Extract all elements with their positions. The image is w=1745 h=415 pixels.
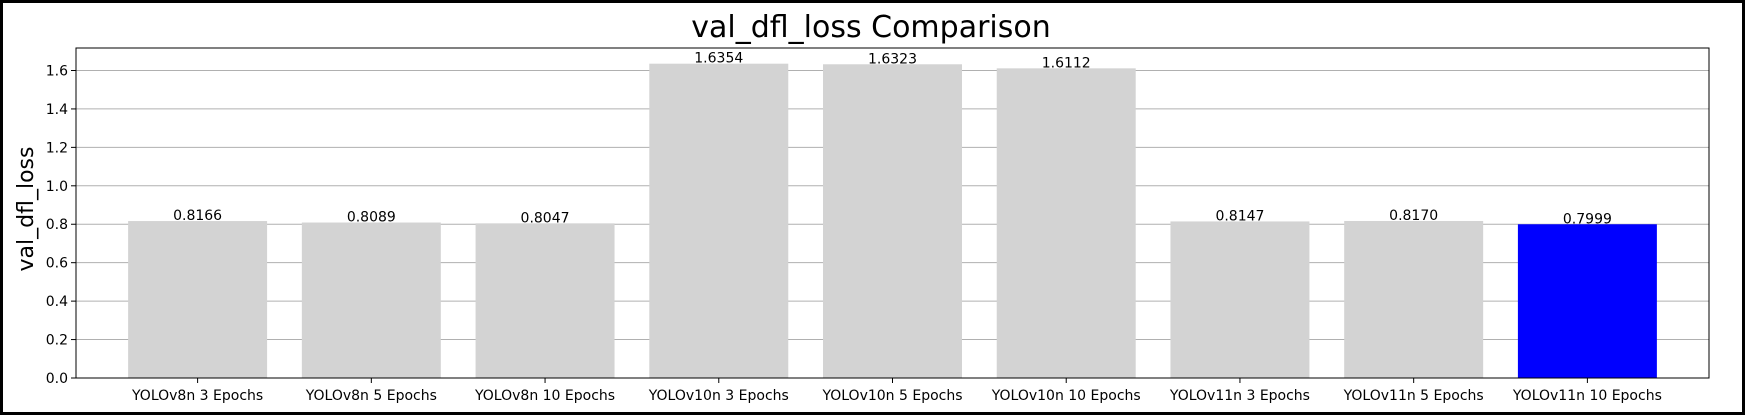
- bar: [1517, 224, 1657, 378]
- y-tick-label: 0.0: [46, 371, 68, 387]
- y-tick-label: 0.6: [46, 256, 68, 272]
- bar: [1344, 220, 1484, 378]
- chart-title: val_dfl_loss Comparison: [691, 10, 1051, 45]
- bar: [301, 222, 441, 378]
- bar-chart: val_dfl_loss Comparison val_dfl_loss 0.0…: [14, 10, 1710, 404]
- x-axis-ticks: YOLOv8n 3 Epochs YOLOv8n 5 Epochs YOLOv8n …: [131, 378, 1662, 404]
- x-tick-label: YOLOv8n 5 Epochs: [305, 388, 437, 404]
- bar-value-labels: 0.8166 0.8089 0.8047 1.6354 1.6323 1.6112 0.81…: [173, 51, 1612, 228]
- bar-value-label: 0.8047: [521, 210, 570, 226]
- y-tick-label: 1.4: [46, 102, 68, 118]
- y-tick-label: 1.2: [46, 140, 68, 156]
- bar-value-label: 0.8089: [347, 210, 396, 226]
- y-tick-label: 0.8: [46, 217, 68, 233]
- x-tick-label: YOLOv10n 5 Epochs: [821, 388, 962, 404]
- bar-value-label: 1.6354: [694, 51, 743, 67]
- bar-value-label: 1.6112: [1042, 55, 1091, 71]
- x-tick-label: YOLOv10n 10 Epochs: [991, 388, 1141, 404]
- bar: [649, 63, 789, 378]
- bar-value-label: 0.7999: [1563, 211, 1612, 227]
- bar: [128, 221, 268, 378]
- bar-value-label: 1.6323: [868, 51, 917, 67]
- x-tick-label: YOLOv10n 3 Epochs: [648, 388, 789, 404]
- bar: [996, 68, 1136, 379]
- x-tick-label: YOLOv11n 3 Epochs: [1169, 388, 1310, 404]
- bar-value-label: 0.8147: [1215, 208, 1264, 224]
- bar: [1170, 221, 1310, 378]
- y-tick-label: 1.6: [46, 63, 68, 79]
- y-tick-label: 1.0: [46, 179, 68, 195]
- y-axis-ticks: 0.0 0.2 0.4 0.6 0.8 1.0 1.2 1.4 1.6: [46, 63, 76, 387]
- y-tick-label: 0.2: [46, 333, 68, 349]
- x-tick-label: YOLOv11n 10 Epochs: [1512, 388, 1662, 404]
- y-axis-label: val_dfl_loss: [14, 147, 39, 272]
- x-tick-label: YOLOv11n 5 Epochs: [1343, 388, 1484, 404]
- bar: [475, 223, 615, 378]
- x-tick-label: YOLOv8n 3 Epochs: [131, 388, 263, 404]
- x-tick-label: YOLOv8n 10 Epochs: [474, 388, 615, 404]
- bar: [823, 64, 962, 378]
- bar-value-label: 0.8166: [173, 208, 222, 224]
- bar-value-label: 0.8170: [1389, 208, 1438, 224]
- bars: [128, 63, 1657, 379]
- y-tick-label: 0.4: [46, 294, 68, 310]
